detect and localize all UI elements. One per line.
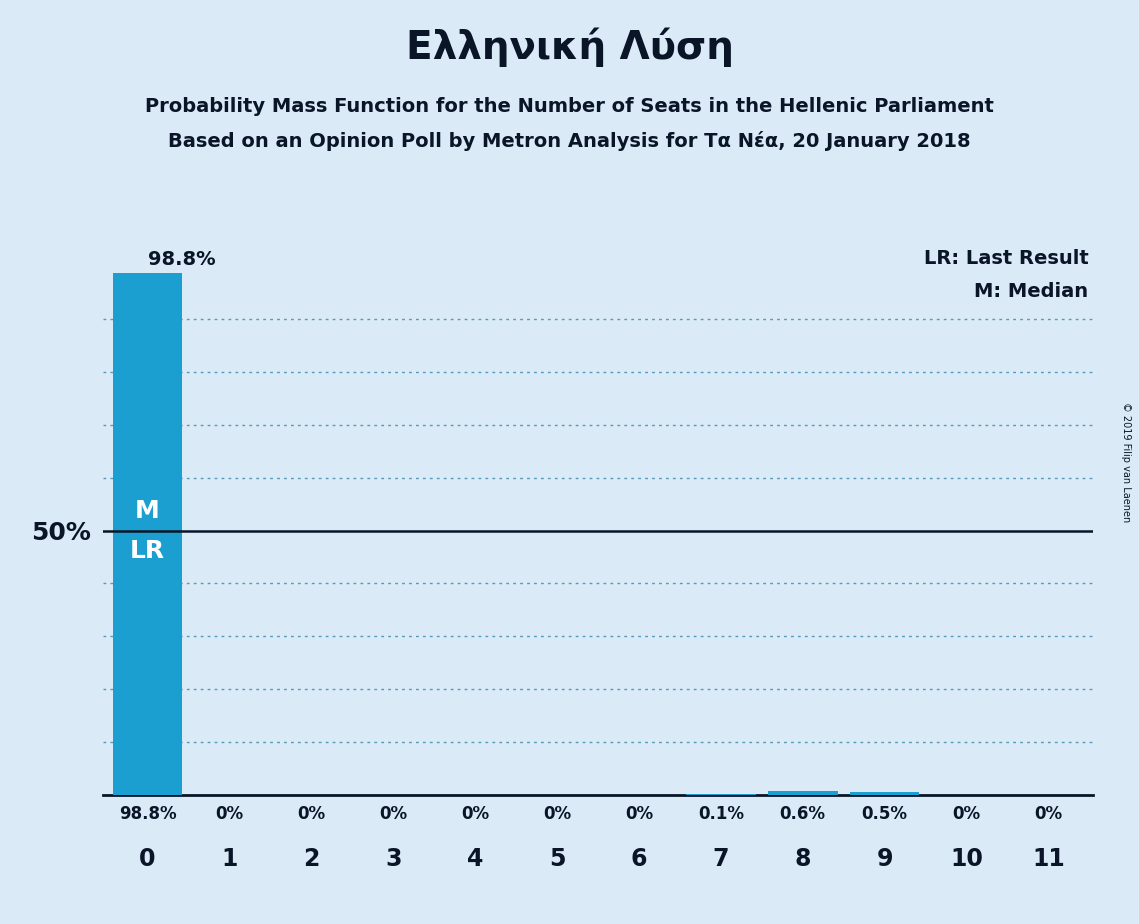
Text: 98.8%: 98.8% <box>148 249 215 269</box>
Text: Probability Mass Function for the Number of Seats in the Hellenic Parliament: Probability Mass Function for the Number… <box>145 97 994 116</box>
Text: M: M <box>136 499 159 523</box>
Text: 0%: 0% <box>1034 805 1063 822</box>
Text: Ελληνική Λύση: Ελληνική Λύση <box>405 28 734 67</box>
Text: 98.8%: 98.8% <box>118 805 177 822</box>
Text: 0.6%: 0.6% <box>780 805 826 822</box>
Bar <box>850 792 919 795</box>
Text: M: Median: M: Median <box>974 282 1089 301</box>
Text: 0%: 0% <box>297 805 326 822</box>
Text: LR: Last Result: LR: Last Result <box>924 249 1089 268</box>
Bar <box>113 273 182 795</box>
Text: 0%: 0% <box>215 805 244 822</box>
Text: 0%: 0% <box>461 805 489 822</box>
Text: 0%: 0% <box>625 805 653 822</box>
Text: LR: LR <box>130 539 165 563</box>
Text: 0%: 0% <box>379 805 408 822</box>
Bar <box>768 792 837 795</box>
Text: 0.5%: 0.5% <box>861 805 908 822</box>
Text: 0%: 0% <box>952 805 981 822</box>
Text: Based on an Opinion Poll by Metron Analysis for Tα Nέα, 20 January 2018: Based on an Opinion Poll by Metron Analy… <box>169 131 970 152</box>
Text: © 2019 Filip van Laenen: © 2019 Filip van Laenen <box>1121 402 1131 522</box>
Text: 0.1%: 0.1% <box>698 805 744 822</box>
Text: 0%: 0% <box>543 805 571 822</box>
